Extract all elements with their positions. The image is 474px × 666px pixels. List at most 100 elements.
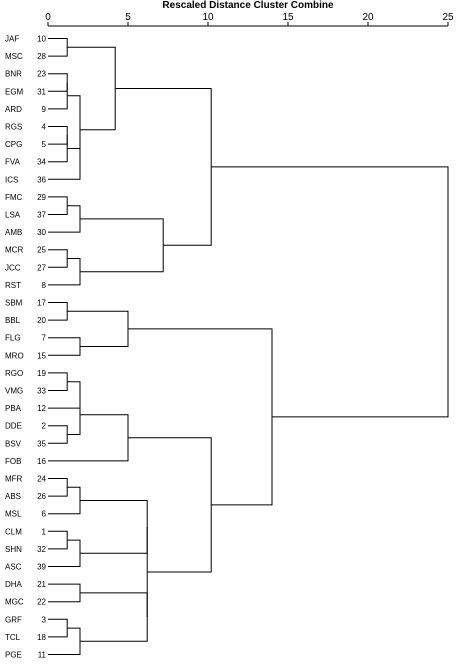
leaf-id: 28 xyxy=(37,52,46,61)
leaf-id: 7 xyxy=(42,334,47,343)
cluster-link xyxy=(48,205,81,233)
leaf-id: 27 xyxy=(37,263,46,272)
leaf-id: 15 xyxy=(37,351,46,360)
leaf-id: 36 xyxy=(37,175,46,184)
cluster-link xyxy=(128,437,212,573)
leaf-id: 26 xyxy=(37,492,46,501)
cluster-link xyxy=(48,425,68,444)
leaf-name: RST xyxy=(5,281,21,290)
leaf-name: JAF xyxy=(5,35,19,44)
leaf-id: 6 xyxy=(42,510,47,519)
leaf-name: ICS xyxy=(5,175,18,184)
leaf-id: 16 xyxy=(37,457,46,466)
leaf-name: DHA xyxy=(5,580,23,589)
leaf-name: ASC xyxy=(5,563,22,572)
leaf-name: CPG xyxy=(5,140,22,149)
cluster-link xyxy=(48,38,68,57)
leaf-id: 21 xyxy=(37,580,46,589)
cluster-link xyxy=(48,372,68,391)
cluster-link xyxy=(48,530,68,550)
leaf-name: PBA xyxy=(5,404,22,413)
leaf-id: 33 xyxy=(37,387,46,396)
leaf-name: FOB xyxy=(5,457,21,466)
cluster-link xyxy=(67,394,81,435)
cluster-link xyxy=(80,500,148,554)
leaf-id: 22 xyxy=(37,598,46,607)
leaf-name: FLG xyxy=(5,334,21,343)
cluster-link xyxy=(48,618,68,638)
leaf-name: LSA xyxy=(5,211,21,220)
axis-tick-label: 20 xyxy=(362,12,374,23)
leaf-id: 24 xyxy=(37,475,46,484)
leaf-id: 2 xyxy=(42,422,47,431)
leaf-id: 25 xyxy=(37,246,46,255)
leaf-id: 4 xyxy=(42,123,47,132)
leaf-name: MSC xyxy=(5,52,23,61)
axis-tick-label: 15 xyxy=(282,12,294,23)
leaf-name: PGE xyxy=(5,651,22,660)
leaf-name: BNR xyxy=(5,70,22,79)
leaf-name: MFR xyxy=(5,475,23,484)
leaf-name: SBM xyxy=(5,299,23,308)
cluster-link xyxy=(48,82,68,110)
cluster-link xyxy=(48,249,68,268)
leaf-id: 8 xyxy=(42,281,47,290)
cluster-link xyxy=(48,148,81,180)
leaf-id: 31 xyxy=(37,87,46,96)
cluster-link xyxy=(48,583,81,603)
leaf-name: VMG xyxy=(5,387,23,396)
leaf-name: ARD xyxy=(5,105,22,114)
cluster-link xyxy=(80,592,148,642)
leaf-name: GRF xyxy=(5,615,22,624)
leaf-id: 19 xyxy=(37,369,46,378)
leaf-name: BSV xyxy=(5,439,22,448)
leaf-name: SHN xyxy=(5,545,22,554)
distance-axis: 0 5 10 15 20 25 xyxy=(45,12,454,27)
cluster-link xyxy=(48,478,68,497)
cluster-link xyxy=(211,166,449,418)
cluster-link xyxy=(80,218,164,273)
cluster-link xyxy=(48,126,68,145)
leaf-name: EGM xyxy=(5,87,24,96)
chart-title: Rescaled Distance Cluster Combine xyxy=(162,0,334,11)
leaf-name: MSL xyxy=(5,510,22,519)
leaf-id: 29 xyxy=(37,193,46,202)
leaf-id: 20 xyxy=(37,316,46,325)
leaf-name: MRO xyxy=(5,351,24,360)
leaf-id: 10 xyxy=(37,35,46,44)
leaf-id: 37 xyxy=(37,211,46,220)
leaf-name: AMB xyxy=(5,228,22,237)
leaf-id: 3 xyxy=(42,615,47,624)
leaf-id: 35 xyxy=(37,439,46,448)
leaf-id: 23 xyxy=(37,70,46,79)
leaf-name: BBL xyxy=(5,316,21,325)
leaf-id: 18 xyxy=(37,633,46,642)
cluster-link xyxy=(48,196,68,215)
cluster-link xyxy=(48,627,81,655)
leaf-name: MCR xyxy=(5,246,23,255)
cluster-link xyxy=(128,328,273,506)
leaf-name: RGS xyxy=(5,123,22,132)
cluster-link xyxy=(48,135,68,163)
leaf-id: 17 xyxy=(37,299,46,308)
leaf-id: 39 xyxy=(37,563,46,572)
leaf-id: 30 xyxy=(37,228,46,237)
leaf-id: 5 xyxy=(42,140,47,149)
cluster-link xyxy=(67,310,129,347)
leaf-id: 11 xyxy=(38,651,47,660)
axis-tick-label: 5 xyxy=(125,12,131,23)
axis-tick-label: 10 xyxy=(202,12,214,23)
leaf-name: FMC xyxy=(5,193,23,202)
leaf-id: 12 xyxy=(37,404,46,413)
leaf-name: FVA xyxy=(5,158,21,167)
leaf-name: MGC xyxy=(5,598,24,607)
leaf-name: RGO xyxy=(5,369,23,378)
leaf-id: 34 xyxy=(37,158,46,167)
leaf-id: 9 xyxy=(42,105,47,114)
leaf-id: 1 xyxy=(42,527,47,536)
cluster-links xyxy=(48,38,449,655)
leaf-name: TCL xyxy=(5,633,21,642)
cluster-link xyxy=(48,258,81,286)
